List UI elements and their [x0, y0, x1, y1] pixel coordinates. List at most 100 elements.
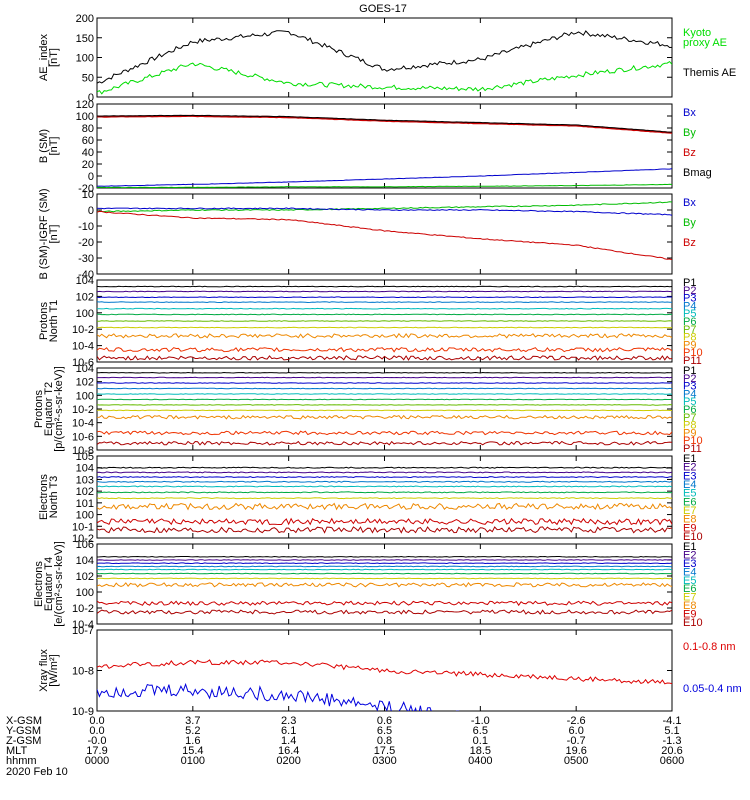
y-tick-label: 100	[76, 53, 94, 65]
series-by	[97, 201, 672, 213]
footer-cell: 15.4	[182, 745, 203, 757]
series-p3	[97, 382, 672, 384]
legend-entry: E3	[683, 470, 696, 482]
footer-cell: -4.1	[663, 715, 682, 727]
y-tick-label: 10-2	[72, 404, 94, 416]
y-tick-label: 0	[88, 171, 94, 183]
series-e9	[97, 517, 672, 526]
series-by	[97, 183, 672, 188]
y-tick-label: 104	[76, 275, 94, 287]
y-axis-label: [e/(cm²-s-sr-keV)]	[53, 541, 65, 627]
legend-entry: By	[683, 127, 696, 139]
y-tick-label: -10	[78, 221, 94, 233]
legend-entry: Bz	[683, 237, 696, 249]
y-tick-label: -40	[78, 269, 94, 281]
y-tick-label: 10-2	[72, 603, 94, 615]
series-p11	[97, 355, 672, 361]
y-tick-label: -20	[78, 237, 94, 249]
footer-cell: 6.5	[377, 725, 392, 737]
y-tick-label: 102	[76, 486, 94, 498]
footer-cell: 0500	[564, 755, 588, 767]
y-tick-label: 100	[76, 587, 94, 599]
footer-table: X-GSMY-GSMZ-GSMMLThhmm0.00.0-0.017.90000…	[6, 715, 684, 778]
y-tick-label: 10-4	[72, 619, 94, 631]
footer-cell: -0.0	[88, 735, 107, 747]
footer-cell: 0.6	[377, 715, 392, 727]
series-e10	[97, 526, 672, 534]
legend-entry: Bmag	[683, 167, 712, 179]
legend-entry: P6	[683, 404, 696, 416]
y-tick-label: 102	[76, 571, 94, 583]
footer-row-label: X-GSM	[6, 715, 42, 727]
footer-cell: -2.6	[567, 715, 586, 727]
legend-entry: P10	[683, 347, 703, 359]
series-p1	[97, 371, 672, 374]
series-e4	[97, 565, 672, 568]
legend-entry: Themis AE	[683, 67, 736, 79]
series-e2	[97, 559, 672, 561]
y-tick-label: 10-6	[72, 431, 94, 443]
footer-cell: 0.0	[89, 715, 104, 727]
y-tick-label: -20	[78, 183, 94, 195]
legend-entry: P4	[683, 300, 696, 312]
y-tick-label: 50	[82, 72, 94, 84]
legend-entry: Bz	[683, 147, 696, 159]
series-group	[97, 659, 672, 711]
series-e3	[97, 562, 672, 565]
y-axis-label: [nT]	[48, 137, 60, 156]
y-tick-label: 20	[82, 159, 94, 171]
y-axis-label: B (SM)-IGRF (SM)	[38, 188, 50, 279]
footer-cell: 0.0	[89, 725, 104, 737]
legend-entry: P10	[683, 435, 703, 447]
legend-entry: P2	[683, 373, 696, 385]
legend-entry: P1	[683, 365, 696, 377]
series-e7	[97, 577, 672, 580]
y-tick-label: 0	[88, 92, 94, 104]
series-e6	[97, 491, 672, 494]
y-tick-label: 100	[76, 111, 94, 123]
panel-frame	[96, 629, 673, 712]
legend-entry: E1	[683, 541, 696, 553]
footer-cell: 6.1	[281, 725, 296, 737]
y-tick-label: 10-4	[72, 341, 94, 353]
legend-entry: Bx	[683, 107, 696, 119]
series-group	[97, 285, 672, 361]
y-axis-label: Protons	[33, 390, 45, 428]
legend-entry: P5	[683, 396, 696, 408]
panel-bigrf: -40 -30 -20 -10 0 10 B (SM)-IGRF (SM)[nT] Bx By B…	[38, 188, 696, 281]
footer-cell: 19.6	[565, 745, 586, 757]
footer-cell: -1.0	[471, 715, 490, 727]
series-p5	[97, 393, 672, 395]
series-e5	[97, 485, 672, 488]
y-axis-label: Equator T2	[43, 382, 55, 436]
panel-frame	[96, 367, 673, 451]
y-tick-label: 60	[82, 135, 94, 147]
series-e8	[97, 502, 672, 511]
series-p2	[97, 290, 672, 293]
legend-entry: E9	[683, 609, 696, 621]
legend-entry: P1	[683, 277, 696, 289]
footer-cell: 16.4	[278, 745, 299, 757]
legend-entry: E1	[683, 453, 696, 465]
y-tick-label: 104	[76, 363, 94, 375]
series-e10	[97, 609, 672, 615]
panel-xray: 10-9 10-8 10-7 Xray flux[W/m²] 0.1-0.8 nm 0.0…	[38, 625, 742, 718]
series-p8	[97, 409, 672, 412]
legend-entry: E4	[683, 566, 696, 578]
legend-entry: E5	[683, 575, 696, 587]
series-p6	[97, 398, 672, 401]
footer-cell: 0.8	[377, 735, 392, 747]
footer-cell: 18.5	[470, 745, 491, 757]
y-axis-label: Electrons	[38, 474, 50, 520]
y-axis-label: AE_index	[38, 33, 50, 81]
legend-entry: 0.1-0.8 nm	[683, 641, 736, 653]
series-e5	[97, 568, 672, 571]
series-e6	[97, 572, 672, 575]
footer-cell: 0000	[85, 755, 109, 767]
y-tick-label: 100	[76, 510, 94, 522]
series-p11	[97, 440, 672, 446]
footer-row-label: hhmm	[6, 755, 37, 767]
